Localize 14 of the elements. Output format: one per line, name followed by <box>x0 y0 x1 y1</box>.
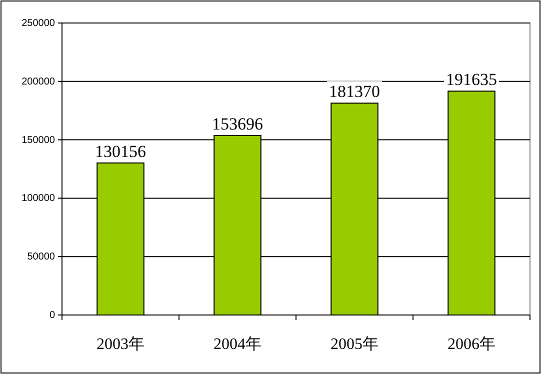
data-label: 181370 <box>329 82 380 102</box>
y-tick-label: 100000 <box>22 193 56 204</box>
x-tick-label: 2004年 <box>214 336 262 353</box>
x-tick-label: 2003年 <box>96 336 144 353</box>
y-tick-label: 50000 <box>27 252 56 263</box>
y-tick-label: 250000 <box>22 18 56 29</box>
x-tick-label: 2005年 <box>330 336 378 353</box>
y-tick-label: 150000 <box>22 134 56 146</box>
data-label: 130156 <box>95 142 146 161</box>
x-tick-label: 2006年 <box>448 336 496 353</box>
data-label: 191635 <box>446 70 497 90</box>
data-label: 153696 <box>212 114 263 134</box>
y-tick-label: 200000 <box>22 76 56 88</box>
y-tick-label: 0 <box>49 310 56 321</box>
